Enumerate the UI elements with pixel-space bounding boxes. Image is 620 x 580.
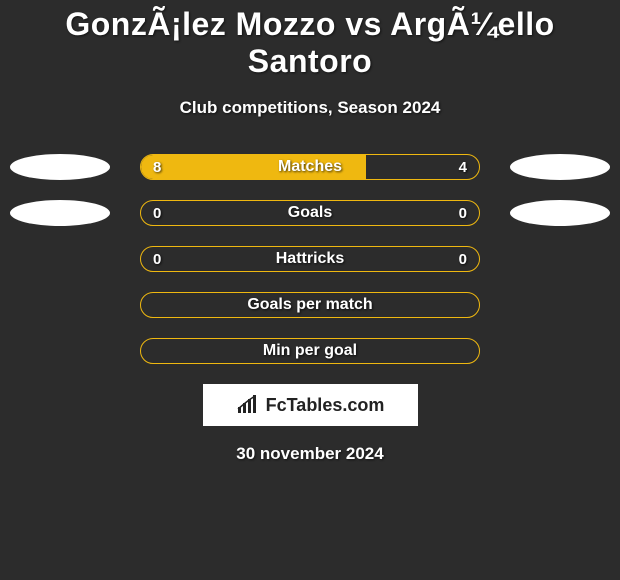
brand-box: FcTables.com <box>203 384 418 426</box>
avatar-spacer <box>10 292 110 318</box>
stat-value-right: 4 <box>459 159 467 176</box>
avatar-spacer <box>10 246 110 272</box>
player-avatar-right <box>510 154 610 180</box>
date-text: 30 november 2024 <box>0 444 620 464</box>
stat-label: Matches <box>278 158 342 176</box>
avatar-spacer <box>510 292 610 318</box>
player-avatar-right <box>510 200 610 226</box>
player-avatar-left <box>10 200 110 226</box>
stat-row: 0 Hattricks 0 <box>0 246 620 272</box>
stat-value-right: 0 <box>459 205 467 222</box>
avatar-spacer <box>10 338 110 364</box>
stat-row: Min per goal <box>0 338 620 364</box>
stat-row: 8 Matches 4 <box>0 154 620 180</box>
stat-label: Min per goal <box>263 342 357 360</box>
stat-row: 0 Goals 0 <box>0 200 620 226</box>
stat-label: Goals <box>288 204 332 222</box>
stat-bar: Goals per match <box>140 292 480 318</box>
stat-value-left: 0 <box>153 251 161 268</box>
stat-bar: 8 Matches 4 <box>140 154 480 180</box>
page-subtitle: Club competitions, Season 2024 <box>0 98 620 118</box>
stat-bar: 0 Hattricks 0 <box>140 246 480 272</box>
avatar-spacer <box>510 246 610 272</box>
stat-bar: Min per goal <box>140 338 480 364</box>
stats-rows: 8 Matches 4 0 Goals 0 0 Hattricks 0 Goals per mat… <box>0 154 620 364</box>
chart-icon <box>236 395 260 415</box>
page-title: GonzÃ¡lez Mozzo vs ArgÃ¼ello Santoro <box>0 6 620 80</box>
avatar-spacer <box>510 338 610 364</box>
stat-label: Hattricks <box>276 250 344 268</box>
stat-bar: 0 Goals 0 <box>140 200 480 226</box>
stat-row: Goals per match <box>0 292 620 318</box>
stat-value-left: 0 <box>153 205 161 222</box>
player-avatar-left <box>10 154 110 180</box>
brand-text: FcTables.com <box>266 395 385 416</box>
stat-value-right: 0 <box>459 251 467 268</box>
stat-label: Goals per match <box>247 296 372 314</box>
stat-value-left: 8 <box>153 159 161 176</box>
comparison-infographic: GonzÃ¡lez Mozzo vs ArgÃ¼ello Santoro Clu… <box>0 0 620 464</box>
